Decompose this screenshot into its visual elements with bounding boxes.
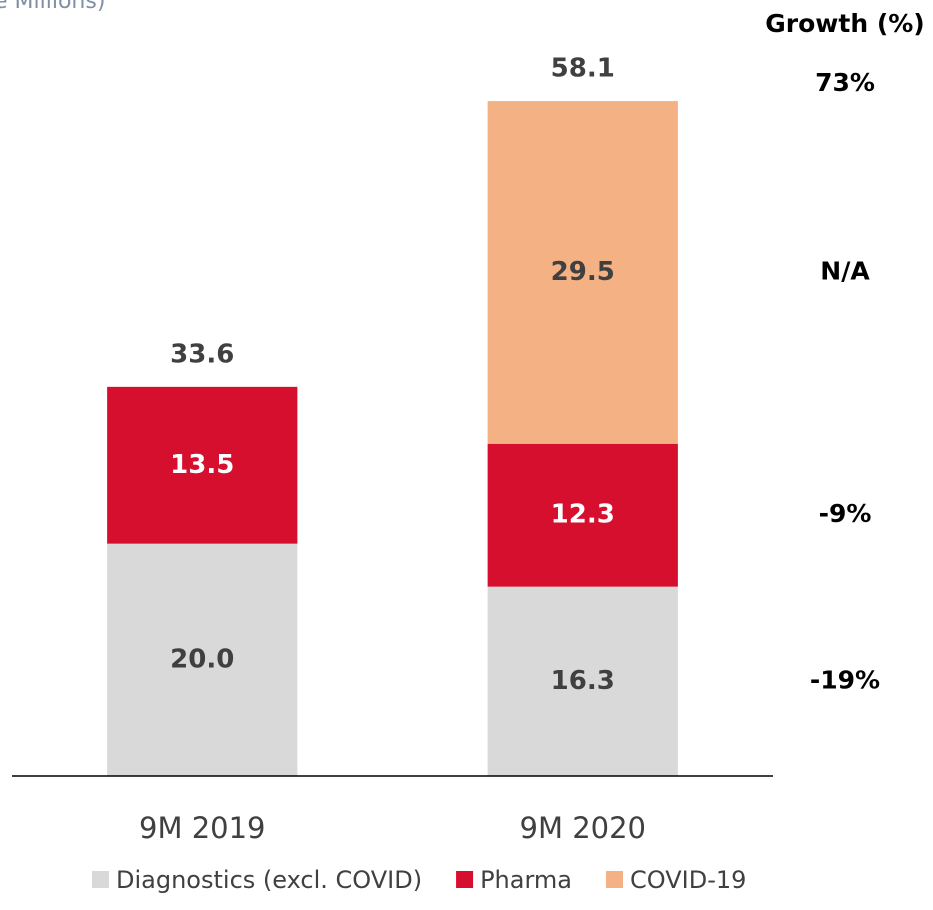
segment-label: 29.5 <box>551 257 615 287</box>
segment-label: 20.0 <box>170 644 234 674</box>
growth-label: 73% <box>815 68 875 97</box>
growth-label: -19% <box>810 665 880 694</box>
segment-label: 13.5 <box>170 450 234 480</box>
bar-segment <box>487 586 678 776</box>
segment-label: 12.3 <box>551 500 615 530</box>
x-tick-label: 9M 2019 <box>139 811 266 845</box>
total-label: 58.1 <box>551 54 615 84</box>
bar-segment <box>107 543 298 776</box>
legend-swatch <box>606 871 623 888</box>
bar-segment <box>107 386 298 544</box>
growth-label: -9% <box>819 499 872 528</box>
x-tick-label: 9M 2020 <box>520 811 647 845</box>
bar-segment <box>487 101 678 444</box>
growth-label: N/A <box>820 256 870 285</box>
legend-label: Diagnostics (excl. COVID) <box>116 866 422 894</box>
total-label: 33.6 <box>170 339 234 369</box>
legend-swatch <box>456 871 474 888</box>
legend-label: Pharma <box>480 866 572 894</box>
legend-swatch <box>92 871 109 888</box>
segment-label: 16.3 <box>551 666 615 696</box>
growth-title: Growth (%) <box>765 9 924 38</box>
chart-title: e Millions) <box>0 0 105 14</box>
legend-label: COVID-19 <box>630 866 746 894</box>
bar-segment <box>487 443 678 587</box>
